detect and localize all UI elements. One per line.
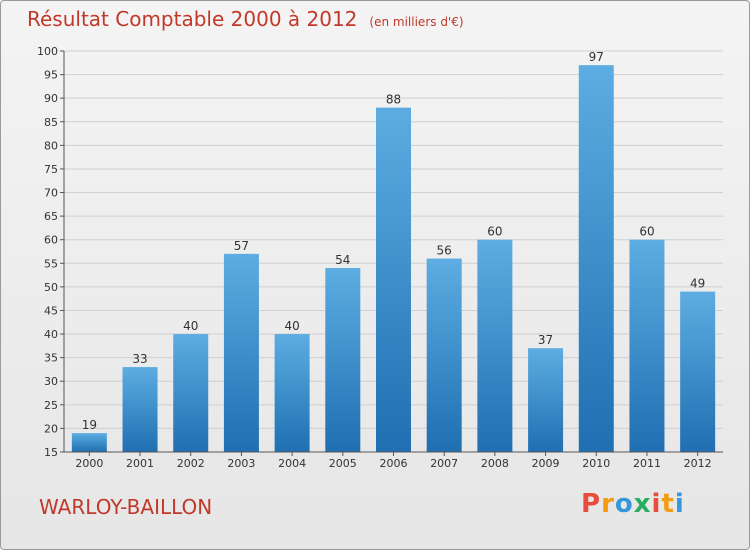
logo-letter: t	[661, 489, 675, 519]
bar-value-label: 40	[183, 319, 198, 333]
logo-letter: P	[581, 489, 602, 519]
chart-subtitle: (en milliers d'€)	[369, 15, 464, 29]
proxiti-logo: Proxiti	[581, 489, 685, 519]
chart-title: Résultat Comptable 2000 à 2012 (en millie…	[27, 7, 464, 31]
bar-2011	[629, 239, 665, 452]
x-tick-label: 2008	[481, 457, 509, 470]
y-tick-label: 30	[44, 375, 58, 388]
y-tick-label: 95	[44, 69, 58, 82]
x-tick-label: 2003	[227, 457, 255, 470]
x-tick-label: 2004	[278, 457, 306, 470]
x-tick-label: 2002	[177, 457, 205, 470]
bar-value-label: 57	[234, 239, 249, 253]
bar-2010	[578, 65, 614, 452]
bar-value-label: 97	[589, 50, 604, 64]
bar-value-label: 19	[82, 418, 97, 432]
y-tick-label: 25	[44, 399, 58, 412]
logo-letter: r	[601, 489, 615, 519]
y-tick-label: 75	[44, 163, 58, 176]
y-tick-label: 15	[44, 446, 58, 459]
y-tick-label: 40	[44, 328, 58, 341]
bar-value-label: 88	[386, 93, 401, 107]
y-tick-label: 80	[44, 139, 58, 152]
bar-2008	[477, 239, 513, 452]
y-tick-label: 65	[44, 210, 58, 223]
bar-value-label: 60	[639, 225, 654, 239]
bar-2000	[71, 433, 107, 452]
y-tick-label: 55	[44, 257, 58, 270]
y-tick-label: 60	[44, 234, 58, 247]
logo-letter: i	[651, 489, 662, 519]
y-axis-ticks: 15 20 25 30 35 40 45 50 55 60 65 70 75 80 85 90 95 100	[37, 45, 64, 459]
x-axis-ticks: 2000 2001 2002 2003 2004 2005 2006 2007 2008 2009…	[75, 452, 712, 470]
x-tick-label: 2012	[684, 457, 712, 470]
bar-value-label: 33	[132, 352, 147, 366]
bar-2012	[680, 291, 716, 452]
x-tick-label: 2011	[633, 457, 661, 470]
bar-value-label: 49	[690, 277, 705, 291]
y-tick-label: 35	[44, 352, 58, 365]
bar-value-label: 54	[335, 253, 350, 267]
logo-letter: o	[614, 489, 634, 519]
bar-2002	[173, 334, 209, 452]
y-tick-label: 100	[37, 45, 58, 58]
bar-value-label: 60	[487, 225, 502, 239]
x-tick-label: 2000	[75, 457, 103, 470]
bar-2005	[325, 268, 361, 452]
y-tick-label: 50	[44, 281, 58, 294]
y-tick-label: 90	[44, 92, 58, 105]
x-tick-label: 2001	[126, 457, 154, 470]
y-tick-label: 20	[44, 422, 58, 435]
x-tick-label: 2009	[532, 457, 560, 470]
bar-2001	[122, 367, 158, 452]
place-name: WARLOY-BAILLON	[39, 495, 213, 519]
chart-title-text: Résultat Comptable 2000 à 2012	[27, 7, 358, 31]
x-tick-label: 2010	[582, 457, 610, 470]
x-tick-label: 2005	[329, 457, 357, 470]
y-tick-label: 45	[44, 304, 58, 317]
bar-value-label: 37	[538, 333, 553, 347]
bar-2003	[223, 253, 259, 452]
bar-2007	[426, 258, 462, 452]
logo-letter: x	[633, 489, 652, 519]
bar-2009	[528, 348, 564, 452]
bars: 19 33 40 57 40 54 88 56 60 37 97 60 49	[71, 50, 716, 453]
y-tick-label: 85	[44, 116, 58, 129]
bar-2004	[274, 334, 310, 452]
y-tick-label: 70	[44, 187, 58, 200]
bar-value-label: 40	[284, 319, 299, 333]
logo-letter: i	[674, 489, 685, 519]
x-tick-label: 2006	[380, 457, 408, 470]
bar-value-label: 56	[437, 244, 452, 258]
bar-2006	[376, 107, 411, 453]
x-tick-label: 2007	[430, 457, 458, 470]
